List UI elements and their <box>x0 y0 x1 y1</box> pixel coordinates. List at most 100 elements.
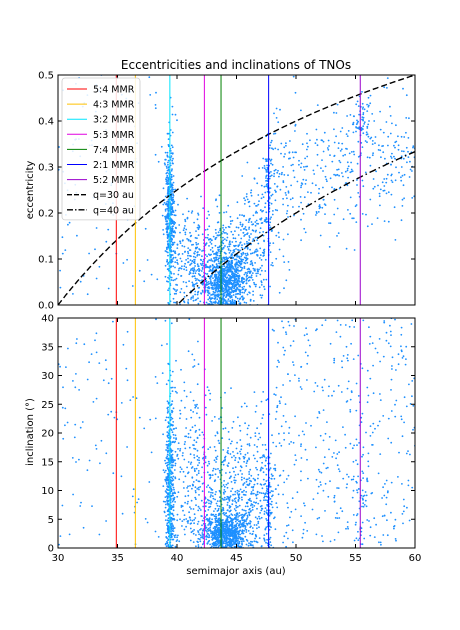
data-point <box>214 479 216 481</box>
data-point <box>208 503 210 505</box>
data-point <box>280 153 282 155</box>
data-point <box>260 470 262 472</box>
data-point <box>207 211 209 213</box>
data-point <box>222 243 224 245</box>
data-point <box>254 538 256 540</box>
data-point <box>217 222 219 224</box>
data-point <box>362 106 364 108</box>
data-point <box>165 265 167 267</box>
data-point <box>278 493 280 495</box>
data-point <box>171 174 173 176</box>
data-point <box>235 518 237 520</box>
data-point <box>387 145 389 147</box>
data-point <box>261 401 263 403</box>
data-point <box>269 222 271 224</box>
data-point <box>264 206 266 208</box>
data-point <box>347 168 349 170</box>
data-point <box>383 132 385 134</box>
data-point <box>196 282 198 284</box>
data-point <box>373 120 375 122</box>
legend-label: 7:4 MMR <box>93 145 135 156</box>
data-point <box>362 132 364 134</box>
data-point <box>205 284 207 286</box>
data-point <box>397 135 399 137</box>
data-point <box>173 175 175 177</box>
data-point <box>218 286 220 288</box>
data-point <box>60 287 62 289</box>
data-point <box>189 485 191 487</box>
data-point <box>352 123 354 125</box>
data-point <box>171 461 173 463</box>
data-point <box>211 420 213 422</box>
data-point <box>307 146 309 148</box>
data-point <box>239 505 241 507</box>
y-tick-label: 0.2 <box>38 209 54 220</box>
data-point <box>240 241 242 243</box>
data-point <box>171 211 173 213</box>
data-point <box>181 268 183 270</box>
data-point <box>283 146 285 148</box>
data-point <box>319 206 321 208</box>
data-point <box>209 296 211 298</box>
data-point <box>184 219 186 221</box>
data-point <box>206 518 208 520</box>
data-point <box>172 450 174 452</box>
data-point <box>194 278 196 280</box>
data-point <box>200 528 202 530</box>
data-point <box>366 131 368 133</box>
data-point <box>286 213 288 215</box>
data-point <box>265 499 267 501</box>
data-point <box>238 457 240 459</box>
data-point <box>99 266 101 268</box>
data-point <box>265 177 267 179</box>
data-point <box>178 270 180 272</box>
data-point <box>198 531 200 533</box>
data-point <box>195 272 197 274</box>
data-point <box>170 249 172 251</box>
data-point <box>168 475 170 477</box>
data-point <box>379 205 381 207</box>
data-point <box>190 528 192 530</box>
data-point <box>216 518 218 520</box>
data-point <box>224 486 226 488</box>
data-point <box>171 381 173 383</box>
data-point <box>192 295 194 297</box>
data-point <box>215 508 217 510</box>
legend-label: 4:3 MMR <box>93 100 135 111</box>
data-point <box>194 470 196 472</box>
data-point <box>362 498 364 500</box>
data-point <box>173 539 175 541</box>
data-point <box>264 165 266 167</box>
data-point <box>325 179 327 181</box>
data-point <box>270 264 272 266</box>
data-point <box>210 488 212 490</box>
data-point <box>355 522 357 524</box>
data-point <box>223 275 225 277</box>
data-point <box>213 498 215 500</box>
data-point <box>370 95 372 97</box>
data-point <box>370 526 372 528</box>
data-point <box>193 481 195 483</box>
data-point <box>252 489 254 491</box>
data-point <box>171 480 173 482</box>
data-point <box>357 539 359 541</box>
data-point <box>229 245 231 247</box>
data-point <box>254 479 256 481</box>
data-point <box>196 441 198 443</box>
data-point <box>201 264 203 266</box>
data-point <box>260 423 262 425</box>
data-point <box>337 104 339 106</box>
data-point <box>223 268 225 270</box>
data-point <box>215 450 217 452</box>
data-point <box>240 264 242 266</box>
data-point <box>272 265 274 267</box>
data-point <box>222 227 224 229</box>
data-point <box>170 488 172 490</box>
data-point <box>197 294 199 296</box>
data-point <box>304 158 306 160</box>
data-point <box>214 543 216 545</box>
data-point <box>189 447 191 449</box>
data-point <box>176 247 178 249</box>
data-point <box>334 199 336 201</box>
